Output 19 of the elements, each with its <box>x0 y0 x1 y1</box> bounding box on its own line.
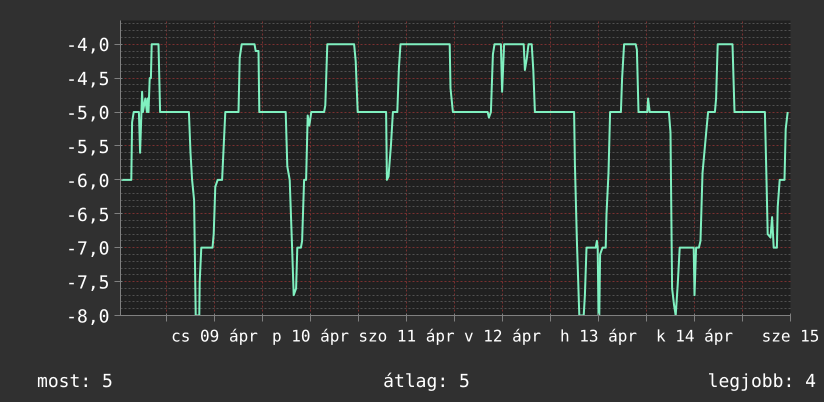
text: legjobb: 4 <box>708 370 816 394</box>
text: most: 5 <box>37 370 113 394</box>
y-tick-label: -8,0 <box>66 306 110 328</box>
x-tick-label: szo 11 ápr <box>358 326 456 346</box>
x-tick-label: p 10 ápr <box>272 326 350 346</box>
y-tick-label: -5,5 <box>66 136 110 158</box>
x-tick-label: h 13 ápr <box>560 326 638 346</box>
y-tick-label: -6,0 <box>66 170 110 192</box>
x-tick-label: v 12 ápr <box>464 326 542 346</box>
y-tick-label: -6,5 <box>66 204 110 226</box>
text: átlag: 5 <box>383 370 470 394</box>
x-tick-label: k 14 ápr <box>656 326 734 346</box>
y-tick-label: -4,0 <box>66 35 110 56</box>
x-tick-label: cs 09 ápr <box>171 326 258 346</box>
y-tick-label: -7,5 <box>66 272 110 294</box>
y-tick-label: -4,5 <box>66 69 110 90</box>
y-tick-label: -7,0 <box>66 238 110 260</box>
y-tick-label: -5,0 <box>66 103 110 124</box>
x-tick-label: sze 15 <box>762 326 820 346</box>
